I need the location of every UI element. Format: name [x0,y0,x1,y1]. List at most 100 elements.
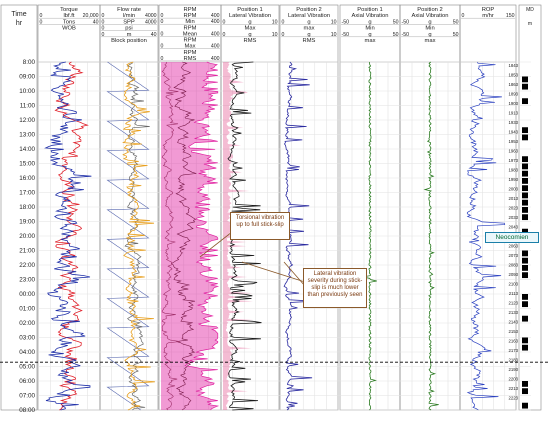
depth-block-38 [522,337,528,344]
track-header-min-t2-4: 0 [102,32,105,38]
depth-block-5 [522,98,528,105]
track-header-t3-2: Min [185,19,194,25]
lateral-annotation: Lateral vibration severity during stick-… [303,268,367,308]
track-header-t1-3: WOB [62,26,76,32]
track-header-min-t4-4: 0 [223,32,226,38]
depth-label-24: 2113 [509,291,519,296]
time-tick-label-0: 8:00 [23,59,36,66]
track-header-max-t1-2: 40 [93,19,99,25]
depth-block-35 [522,315,528,322]
depth-block-18 [522,192,528,199]
track-header-t6-4: g [368,32,371,38]
track-header-min-t6-2: -50 [342,19,350,25]
track-header-t1-1: lbf.ft [64,13,75,19]
depth-block-32 [522,294,528,300]
track-header-t4-2: g [248,19,251,25]
depth-label-0: 1843 [508,63,518,68]
track-header-t6-5: max [365,38,376,44]
series-axial-1 [362,61,377,411]
torsional-arrow [199,231,233,258]
depth-block-44 [522,381,528,387]
depth-label-12: 1993 [508,177,518,182]
depth-label-29: 2163 [508,339,518,344]
depth-label-16: 2033 [508,215,518,220]
depth-block-19 [522,199,528,206]
track-header-t2-0: Flow rate [117,7,141,13]
depth-label-23: 2103 [508,282,518,287]
depth-label-31: 2183 [508,358,518,363]
track-header-max-t3-6: 400 [211,44,220,50]
depth-label-34: 2213 [508,386,518,391]
time-tick-label-4: 12:00 [19,117,35,124]
track-header-min-t3-6: 0 [161,44,164,50]
depth-block-2 [522,76,528,83]
time-tick-label-10: 18:00 [19,204,35,211]
time-tick-label-8: 16:00 [19,175,35,182]
track-header-max-t2-2: 4000 [145,19,157,25]
time-tick-label-13: 21:00 [19,248,35,255]
track-header-t3-0: RPM [184,7,197,13]
track-header-t5-4: g [307,32,310,38]
series-rpm-mean [170,61,197,411]
depth-label-7: 1943 [508,130,518,135]
track-header-max-t2-1: 4000 [145,13,157,19]
track-header-t2-5: Block position [111,38,147,44]
track-header-t3-1: RPM [184,13,197,19]
track-header-t2-3: psi [125,26,132,32]
depth-block-29 [522,272,528,279]
track-header-t6-3: Min [365,26,374,32]
track-header-t4-5: RMS [244,38,257,44]
time-tick-label-12: 20:00 [19,233,35,240]
torsional-annotation-text: Torsional vibration up to full stick-sli… [235,215,285,228]
time-tick-label-21: 05:00 [19,364,35,371]
lateral-annotation-text: Lateral vibration severity during stick-… [307,271,363,298]
track-header-max-t7-2: 50 [453,19,459,25]
depth-block-20 [522,207,528,213]
depth-label-21: 2083 [508,263,518,268]
track-header-t4-4: g [248,32,251,38]
track-header-max-t2-4: 40 [151,32,157,38]
track-header-max-t8-1: 150 [506,13,515,19]
track-header-min-t1-2: 0 [40,19,43,25]
depth-block-28 [522,265,528,271]
depth-label-3: 1893 [508,92,518,97]
series-axial-2 [423,61,439,411]
track-header-min-t3-4: 0 [161,31,164,37]
track-header-t3-7: RPM [184,50,197,56]
depth-block-9 [522,127,528,134]
depth-block-10 [522,134,528,141]
depth-label-25: 2123 [508,301,518,306]
track-header-t6-2: g [368,19,371,25]
depth-label-17: 2043 [508,225,518,230]
track-header-t5-3: max [304,26,315,32]
formation-top-label: Neocomien [485,232,539,243]
track-header-max-t4-2: 10 [272,19,278,25]
track-header-t7-4: g [428,32,431,38]
time-tick-label-14: 22:00 [19,262,35,269]
track-header-max-t3-1: 400 [211,13,220,19]
depth-label-8: 1953 [508,139,518,144]
track-header-min-t2-3: 0 [102,26,105,32]
time-tick-label-15: 23:00 [19,277,35,284]
depth-block-39 [522,344,528,351]
track-header-t3-4: Mean [183,31,198,37]
formation-top-label-text: Neocomien [495,234,529,241]
track-header-t5-2: g [307,19,310,25]
series-block-position [106,61,150,411]
depth-label-32: 2193 [508,367,518,372]
depth-block-27 [522,257,528,264]
depth-label-14: 2013 [508,196,518,201]
time-tick-label-20: 04:00 [19,349,35,356]
track-header-t7-2: g [428,19,431,25]
series-rpm-max [184,61,220,411]
track-header-t2-4: m [127,32,132,38]
depth-label-26: 2133 [508,310,518,315]
time-tick-label-7: 15:00 [19,161,35,168]
depth-block-21 [522,214,528,221]
track-header-max-t5-4: 10 [331,32,337,38]
track-header-min-t5-4: 0 [282,32,285,38]
depth-label-10: 1973 [508,158,518,163]
track-header-t8-0: ROP [482,7,495,13]
